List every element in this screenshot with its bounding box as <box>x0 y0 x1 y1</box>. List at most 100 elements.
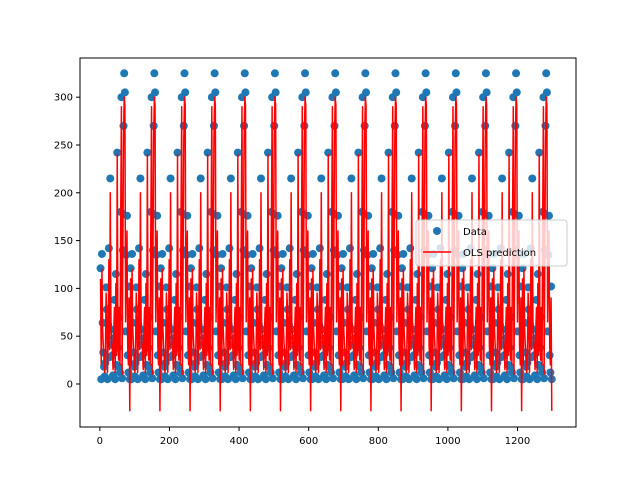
data-point <box>103 375 112 384</box>
x-tick-label: 400 <box>230 436 249 447</box>
data-point <box>399 249 408 258</box>
data-point <box>528 174 537 183</box>
data-point <box>255 244 264 253</box>
data-point <box>451 69 460 78</box>
data-point <box>172 270 181 279</box>
data-point <box>196 174 205 183</box>
data-point <box>406 244 415 253</box>
data-point <box>392 88 401 97</box>
data-point <box>303 211 312 220</box>
data-point <box>284 375 293 384</box>
data-point <box>394 211 403 220</box>
data-point <box>96 264 105 273</box>
data-point <box>352 375 361 384</box>
data-point <box>171 375 180 384</box>
data-point <box>118 374 127 383</box>
data-point <box>374 375 383 384</box>
data-point <box>443 270 452 279</box>
data-point <box>150 69 159 78</box>
data-point <box>382 375 391 384</box>
legend: Data OLS prediction <box>415 219 568 267</box>
data-point <box>166 174 175 183</box>
data-point <box>435 375 444 384</box>
data-point <box>454 211 463 220</box>
data-point <box>178 374 187 383</box>
data-point <box>273 211 282 220</box>
data-point <box>248 249 257 258</box>
data-point <box>354 148 363 157</box>
data-point <box>241 88 250 97</box>
data-point <box>533 375 542 384</box>
data-point <box>231 375 240 384</box>
x-tick-label: 200 <box>160 436 179 447</box>
data-point <box>465 375 474 384</box>
data-point <box>263 148 272 157</box>
data-point <box>104 244 113 253</box>
data-point <box>181 88 190 97</box>
data-point <box>201 375 210 384</box>
data-point <box>361 69 370 78</box>
data-point <box>298 374 307 383</box>
legend-marker-data <box>433 227 441 235</box>
data-point <box>308 249 317 258</box>
data-point <box>413 270 422 279</box>
data-point <box>352 270 361 279</box>
data-point <box>270 69 279 78</box>
data-point <box>444 148 453 157</box>
data-point <box>141 375 150 384</box>
x-tick-label: 1000 <box>435 436 460 447</box>
data-point <box>195 244 204 253</box>
data-point <box>232 270 241 279</box>
y-tick-label: 200 <box>54 188 73 199</box>
data-point <box>120 88 129 97</box>
data-point <box>257 174 265 183</box>
data-point <box>315 244 324 253</box>
data-point <box>225 244 234 253</box>
data-point <box>136 174 145 183</box>
data-point <box>317 174 326 183</box>
data-point <box>364 211 373 220</box>
data-point <box>505 148 514 157</box>
data-point <box>376 244 385 253</box>
data-point <box>369 249 378 258</box>
data-point <box>143 148 152 157</box>
data-point <box>111 270 120 279</box>
data-point <box>301 69 310 78</box>
data-point <box>474 148 483 157</box>
data-point <box>301 88 310 97</box>
data-point <box>339 249 348 258</box>
data-point <box>391 69 400 78</box>
data-point <box>495 375 504 384</box>
data-point <box>484 211 493 220</box>
data-point <box>422 88 431 97</box>
legend-label-data: Data <box>463 227 487 238</box>
data-point <box>512 88 521 97</box>
data-point <box>377 174 386 183</box>
data-point <box>148 374 157 383</box>
data-point <box>359 374 368 383</box>
data-point <box>468 174 476 183</box>
data-point <box>122 211 131 220</box>
data-point <box>503 375 512 384</box>
data-point <box>389 374 398 383</box>
data-point <box>449 374 458 383</box>
data-point <box>412 375 421 384</box>
data-point <box>158 249 167 258</box>
data-point <box>151 88 160 97</box>
data-point <box>533 270 542 279</box>
data-point <box>473 270 482 279</box>
data-point <box>128 249 137 258</box>
data-point <box>173 148 182 157</box>
y-tick-label: 250 <box>54 140 73 151</box>
data-point <box>180 69 189 78</box>
data-point <box>254 375 263 384</box>
data-point <box>133 375 142 384</box>
y-tick-label: 300 <box>54 93 73 104</box>
data-point <box>347 174 356 183</box>
data-point <box>329 374 338 383</box>
data-point <box>113 148 122 157</box>
data-point <box>165 244 174 253</box>
data-point <box>213 211 222 220</box>
data-point <box>183 211 192 220</box>
